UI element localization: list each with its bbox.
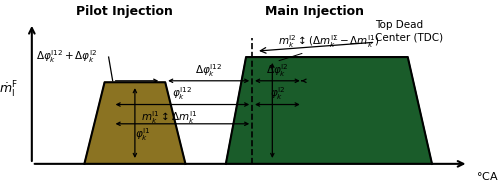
Polygon shape bbox=[226, 57, 432, 164]
Polygon shape bbox=[84, 82, 186, 164]
Text: $\Delta\varphi_{k}^{\mathrm{I12}}$: $\Delta\varphi_{k}^{\mathrm{I12}}$ bbox=[195, 62, 222, 79]
Text: $\varphi_{k}^{\mathrm{I1}}$: $\varphi_{k}^{\mathrm{I1}}$ bbox=[134, 126, 150, 143]
Text: $\varphi_{k}^{\mathrm{I12}}$: $\varphi_{k}^{\mathrm{I12}}$ bbox=[172, 85, 193, 102]
Text: $m_{k}^{\mathrm{I1}}\updownarrow\Delta m_{k}^{\mathrm{I1}}$: $m_{k}^{\mathrm{I1}}\updownarrow\Delta m… bbox=[141, 109, 197, 126]
Text: $\varphi_{k}^{\mathrm{I2}}$: $\varphi_{k}^{\mathrm{I2}}$ bbox=[270, 85, 285, 102]
Text: $°$CA: $°$CA bbox=[476, 170, 500, 182]
Text: $\Delta\varphi_{k}^{\mathrm{I2}}$: $\Delta\varphi_{k}^{\mathrm{I2}}$ bbox=[266, 62, 288, 79]
Text: Main Injection: Main Injection bbox=[266, 5, 364, 18]
Text: $\Delta\varphi_{k}^{\mathrm{I12}}+\Delta\varphi_{k}^{\mathrm{I2}}$: $\Delta\varphi_{k}^{\mathrm{I12}}+\Delta… bbox=[36, 49, 97, 65]
Text: $m_{k}^{\mathrm{I2}}\updownarrow(\Delta m_{k}^{\mathrm{I}\Sigma}-\Delta m_{k}^{\: $m_{k}^{\mathrm{I2}}\updownarrow(\Delta … bbox=[278, 33, 380, 50]
Text: Top Dead
Center (TDC): Top Dead Center (TDC) bbox=[376, 20, 444, 42]
Text: $\dot{m}_{\mathrm{I}}^{\mathrm{F}}$: $\dot{m}_{\mathrm{I}}^{\mathrm{F}}$ bbox=[0, 80, 18, 100]
Text: Pilot Injection: Pilot Injection bbox=[76, 5, 173, 18]
